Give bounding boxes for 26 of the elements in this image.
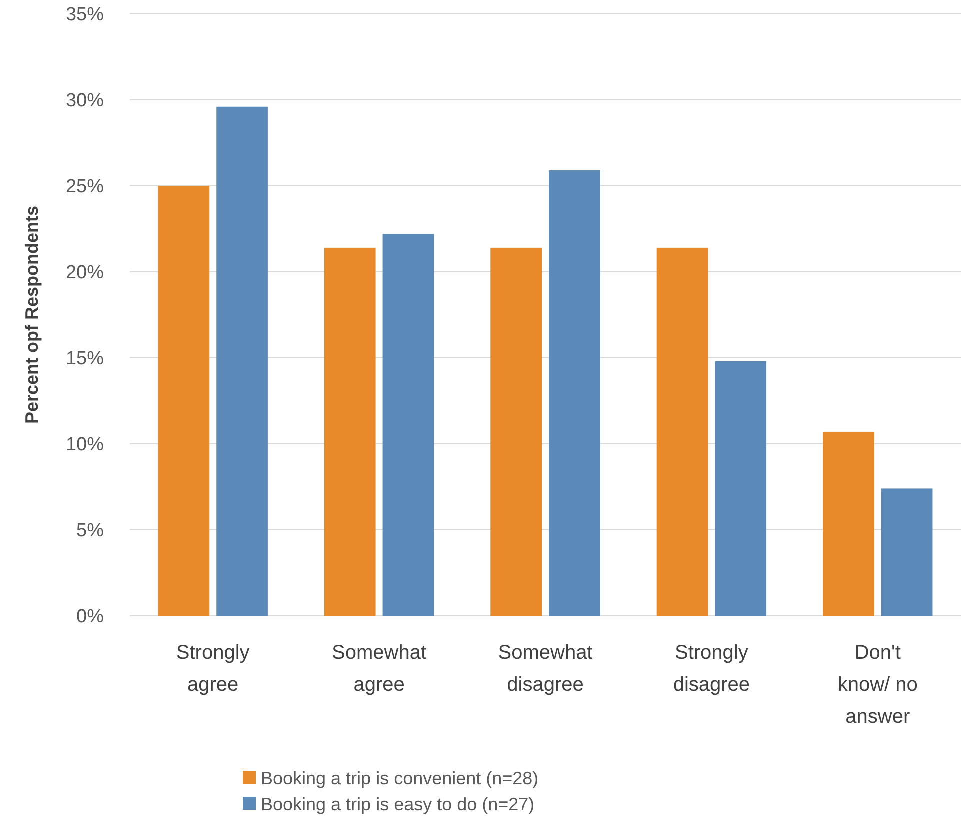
- y-tick-label: 30%: [66, 90, 104, 112]
- x-tick-label: Strongly disagree: [673, 642, 750, 696]
- bar: [823, 432, 874, 616]
- x-tick-label: Don't know/ no answer: [838, 642, 918, 728]
- bar: [382, 234, 434, 616]
- y-tick-label: 10%: [66, 434, 104, 456]
- y-axis-title: Percent opf Respondents: [22, 206, 42, 424]
- y-tick-label: 15%: [66, 348, 104, 370]
- y-tick-label: 35%: [66, 4, 104, 26]
- bar: [715, 361, 767, 616]
- bar: [656, 248, 708, 616]
- bar: [881, 488, 933, 616]
- bar: [324, 248, 376, 616]
- x-tick-label: Strongly agree: [176, 642, 250, 696]
- bar: [549, 170, 600, 616]
- bar: [158, 186, 210, 616]
- y-tick-label: 20%: [66, 262, 104, 284]
- x-tick-label: Somewhat agree: [332, 642, 427, 696]
- bar: [216, 106, 268, 616]
- legend-label: Booking a trip is easy to do (n=27): [261, 794, 535, 814]
- legend-label: Booking a trip is convenient (n=28): [261, 768, 539, 788]
- x-tick-label: Somewhat disagree: [498, 642, 594, 696]
- y-tick-label: 0%: [76, 606, 104, 628]
- y-tick-label: 5%: [76, 520, 104, 542]
- bar: [490, 248, 542, 616]
- y-tick-label: 25%: [66, 176, 104, 198]
